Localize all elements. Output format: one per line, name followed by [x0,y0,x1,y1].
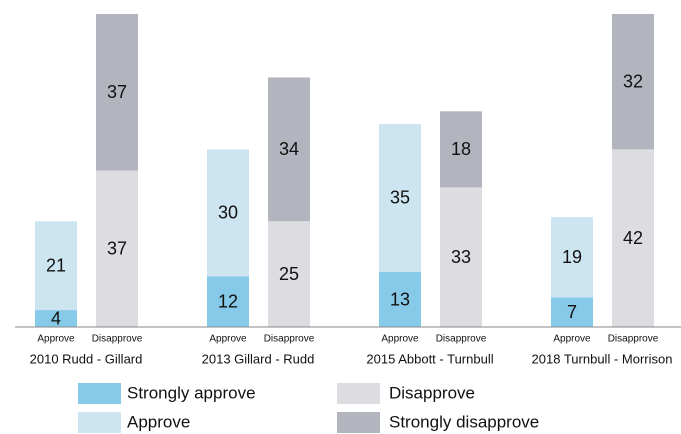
legend-swatch [78,412,121,433]
value-label: 13 [390,289,410,309]
value-label: 32 [623,71,643,91]
bar-label: Approve [37,334,75,345]
value-label: 30 [218,203,238,223]
bar-label: Approve [209,334,247,345]
bar-label: Disapprove [92,334,143,345]
value-label: 42 [623,228,643,248]
group-label: 2013 Gillard - Rudd [202,351,315,366]
bar-label: Approve [381,334,419,345]
legend-label: Approve [127,412,190,431]
value-label: 37 [107,239,127,259]
legend-swatch [78,383,121,404]
value-label: 35 [390,188,410,208]
value-label: 25 [279,264,299,284]
bar-segment [379,272,421,327]
legend-label: Disapprove [389,383,475,402]
bar-segment [440,187,482,327]
legend-label: Strongly disapprove [389,412,539,431]
legend-swatch [337,412,380,433]
group-label: 2018 Turnbull - Morrison [532,351,673,366]
bar-segment [551,217,593,298]
value-label: 34 [279,139,299,159]
bar-segment [612,14,654,150]
value-label: 37 [107,82,127,102]
bar-label: Disapprove [608,334,659,345]
group-label: 2010 Rudd - Gillard [30,351,143,366]
value-label: 33 [451,247,471,267]
value-label: 18 [451,139,471,159]
bar-segment [35,310,77,327]
bar-segment [96,170,138,327]
bar-segment [207,276,249,327]
value-label: 4 [51,308,61,328]
bar-segment [96,14,138,171]
group-label: 2015 Abbott - Turnbull [366,351,493,366]
legend-swatch [337,383,380,404]
bar-label: Disapprove [436,334,487,345]
bar-segment [551,297,593,327]
bar-segment [268,221,310,327]
bar-segment [207,149,249,277]
value-label: 19 [562,247,582,267]
value-label: 21 [46,255,66,275]
bar-label: Approve [553,334,591,345]
legend-label: Strongly approve [127,383,256,402]
bar-segment [35,221,77,311]
bar-segment [612,149,654,327]
bar-segment [379,123,421,273]
value-label: 7 [567,302,577,322]
bar-segment [440,111,482,188]
bar-label: Disapprove [264,334,315,345]
value-label: 12 [218,291,238,311]
bar-segment [268,77,310,222]
